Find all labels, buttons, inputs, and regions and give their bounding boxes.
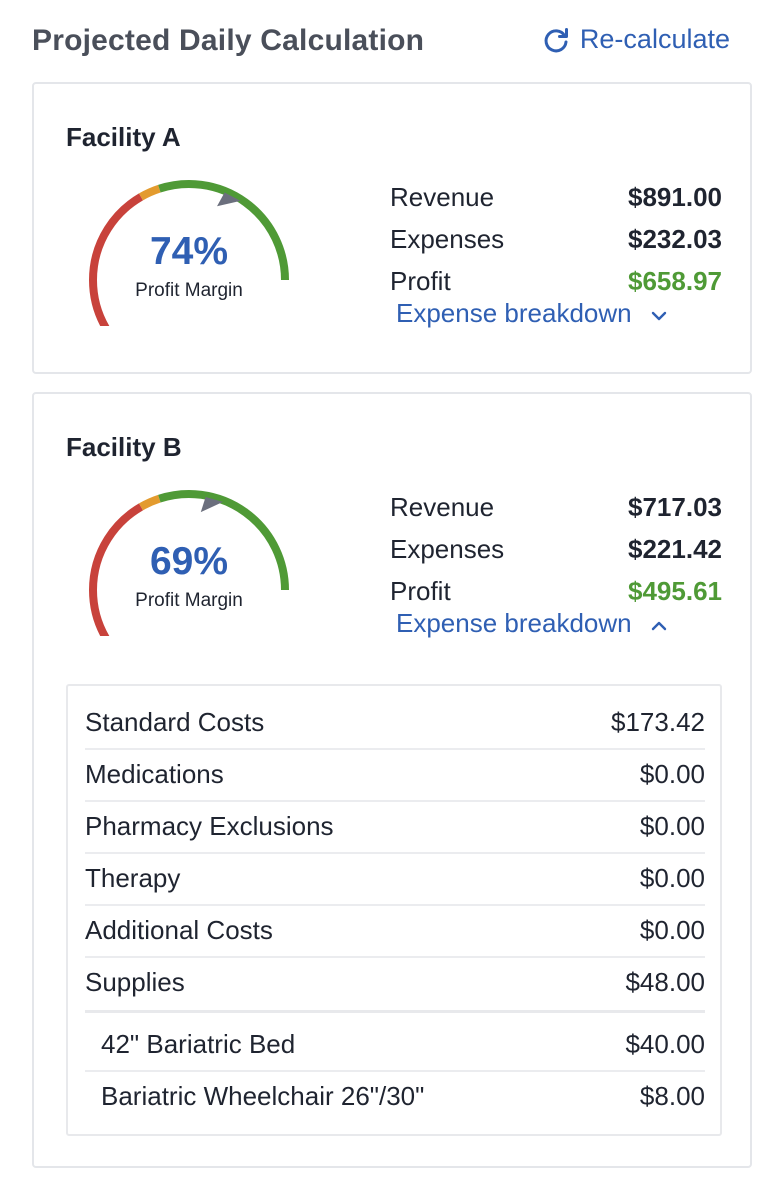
- breakdown-value: $0.00: [639, 914, 705, 945]
- expense-breakdown-toggle[interactable]: Expense breakdown: [396, 298, 668, 329]
- facility-name: Facility B: [66, 432, 182, 462]
- breakdown-row: Therapy $0.00: [85, 852, 705, 906]
- expenses-label: Expenses: [390, 224, 505, 254]
- breakdown-row: Pharmacy Exclusions $0.00: [85, 800, 705, 854]
- expense-breakdown-label: Expense breakdown: [396, 298, 632, 328]
- gauge-red-segment: [89, 503, 144, 636]
- gauge-green-segment: [158, 180, 289, 281]
- recalculate-button[interactable]: Re-calculate: [542, 24, 730, 55]
- profit-row: Profit $658.97: [390, 260, 722, 302]
- breakdown-row: Medications $0.00: [85, 748, 705, 802]
- facility-card-b: Facility B 69% Profit Margin Revenue $71…: [32, 392, 752, 1168]
- breakdown-label: Pharmacy Exclusions: [85, 810, 334, 841]
- expenses-row: Expenses $232.03: [390, 218, 722, 260]
- revenue-row: Revenue $891.00: [390, 176, 722, 218]
- profit-value: $495.61: [628, 576, 722, 606]
- supply-item-row: Bariatric Wheelchair 26"/30" $8.00: [85, 1070, 705, 1122]
- facility-name: Facility A: [66, 122, 181, 152]
- gauge-percentage: 74%: [149, 230, 229, 273]
- expense-breakdown-table: Standard Costs $173.42 Medications $0.00…: [66, 684, 722, 1136]
- chevron-down-icon: [650, 298, 668, 329]
- profit-margin-gauge: 69% Profit Margin: [80, 486, 298, 636]
- supply-item-label: Bariatric Wheelchair 26"/30": [101, 1080, 425, 1111]
- profit-label: Profit: [390, 576, 451, 606]
- revenue-label: Revenue: [390, 492, 495, 522]
- supply-item-value: $8.00: [639, 1080, 705, 1111]
- expenses-label: Expenses: [390, 534, 505, 564]
- supplies-divider: [85, 1010, 705, 1013]
- breakdown-value: $48.00: [625, 966, 705, 997]
- profit-value: $658.97: [628, 266, 722, 296]
- gauge-arc: [89, 490, 289, 636]
- expense-breakdown-label: Expense breakdown: [396, 608, 632, 638]
- facility-card-a: Facility A 74% Profit Margin Revenue $89…: [32, 82, 752, 374]
- gauge-orange-segment: [139, 494, 161, 511]
- revenue-value: $717.03: [628, 492, 722, 522]
- breakdown-value: $0.00: [639, 862, 705, 893]
- expense-breakdown-toggle[interactable]: Expense breakdown: [396, 608, 668, 639]
- supply-item-label: 42" Bariatric Bed: [101, 1028, 296, 1059]
- gauge-red-segment: [89, 193, 144, 326]
- breakdown-label: Medications: [85, 758, 224, 789]
- breakdown-row: Standard Costs $173.42: [85, 696, 705, 750]
- gauge-green-segment: [158, 490, 289, 591]
- breakdown-row-supplies: Supplies $48.00: [85, 956, 705, 1008]
- header: Projected Daily Calculation Re-calculate: [32, 18, 732, 66]
- gauge-label: Profit Margin: [135, 280, 243, 301]
- metrics: Revenue $717.03 Expenses $221.42 Profit …: [390, 486, 722, 612]
- breakdown-value: $0.00: [639, 810, 705, 841]
- gauge-label: Profit Margin: [135, 590, 243, 611]
- gauge-needle: [200, 497, 223, 513]
- gauge-orange-segment: [139, 184, 161, 201]
- recalculate-label: Re-calculate: [579, 24, 730, 54]
- revenue-label: Revenue: [390, 182, 495, 212]
- refresh-icon: [542, 26, 570, 54]
- supply-item-row: 42" Bariatric Bed $40.00: [85, 1018, 705, 1072]
- breakdown-row: Additional Costs $0.00: [85, 904, 705, 958]
- revenue-value: $891.00: [628, 182, 722, 212]
- breakdown-value: $0.00: [639, 758, 705, 789]
- expenses-value: $221.42: [628, 534, 722, 564]
- breakdown-label: Standard Costs: [85, 706, 265, 737]
- profit-row: Profit $495.61: [390, 570, 722, 612]
- profit-label: Profit: [390, 266, 451, 296]
- gauge-percentage: 69%: [149, 540, 229, 583]
- breakdown-label: Supplies: [85, 966, 185, 997]
- profit-margin-gauge: 74% Profit Margin: [80, 176, 298, 326]
- gauge-arc: [89, 180, 289, 326]
- chevron-up-icon: [650, 608, 668, 639]
- supply-item-value: $40.00: [625, 1028, 705, 1059]
- breakdown-label: Therapy: [85, 862, 181, 893]
- gauge-needle: [217, 192, 241, 207]
- expenses-row: Expenses $221.42: [390, 528, 722, 570]
- breakdown-value: $173.42: [611, 706, 705, 737]
- metrics: Revenue $891.00 Expenses $232.03 Profit …: [390, 176, 722, 302]
- breakdown-label: Additional Costs: [85, 914, 273, 945]
- expenses-value: $232.03: [628, 224, 722, 254]
- revenue-row: Revenue $717.03: [390, 486, 722, 528]
- page-title: Projected Daily Calculation: [32, 24, 425, 57]
